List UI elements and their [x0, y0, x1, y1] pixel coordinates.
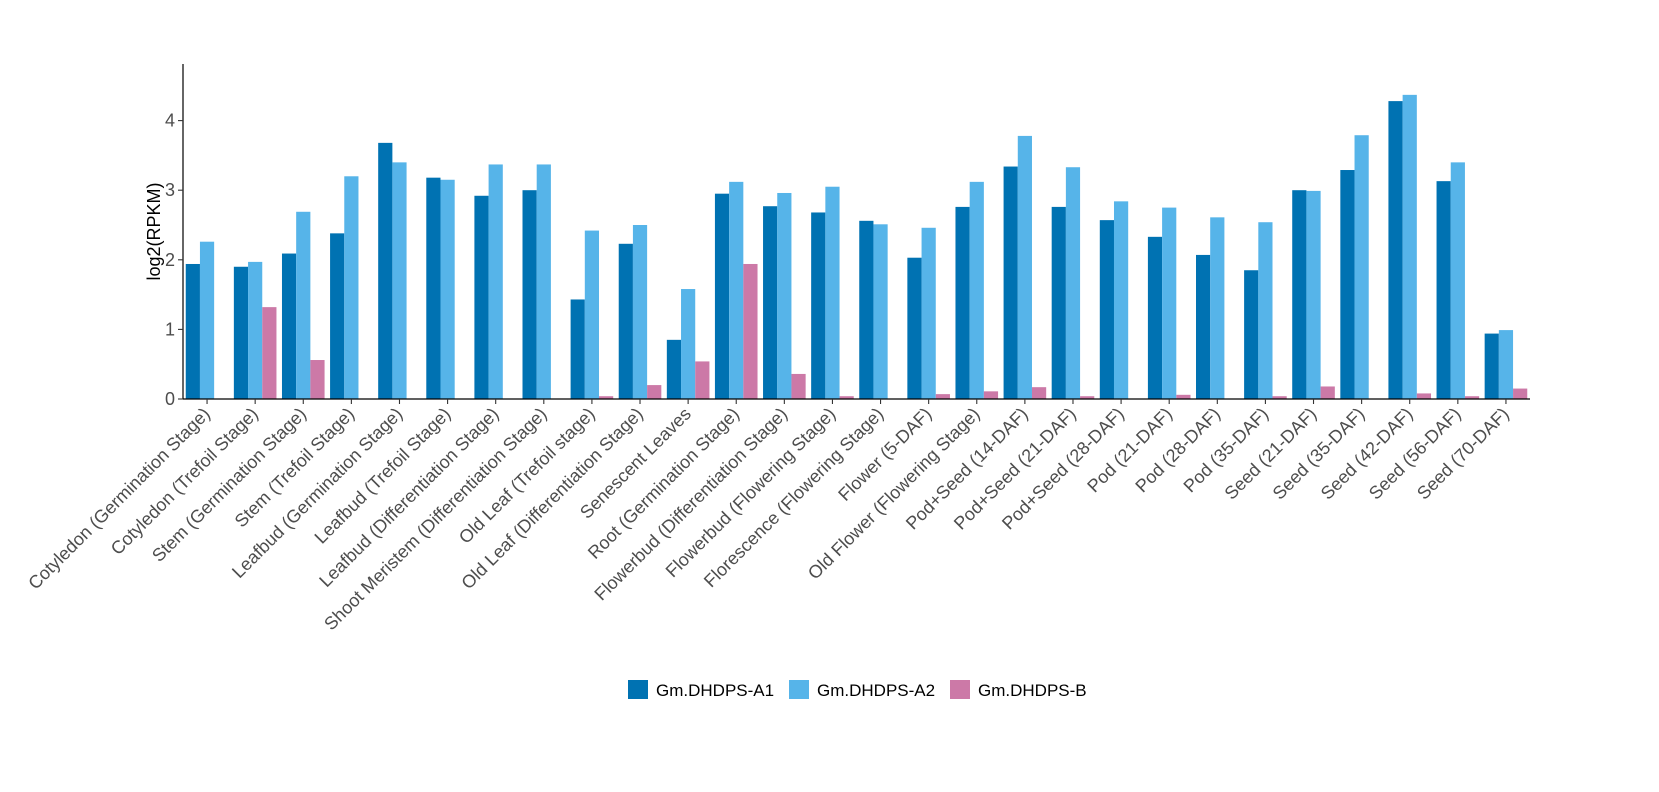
bar-gm-dhdps-a2-21 [1210, 217, 1225, 399]
bar-gm-dhdps-a1-5 [426, 177, 441, 399]
legend-label: Gm.DHDPS-B [978, 681, 1087, 700]
bar-gm-dhdps-a2-20 [1162, 207, 1177, 399]
bar-gm-dhdps-b-16 [983, 391, 999, 399]
x-category-label: Pod (35-DAF) [1180, 404, 1273, 497]
bar-gm-dhdps-a2-2 [296, 211, 311, 399]
bar-gm-dhdps-a2-1 [248, 261, 263, 399]
y-axis-title: log2(RPKM) [144, 182, 164, 280]
bar-gm-dhdps-a2-15 [921, 227, 936, 399]
bar-gm-dhdps-a2-9 [632, 225, 648, 399]
bar-gm-dhdps-a2-0 [199, 241, 215, 399]
bar-gm-dhdps-a2-26 [1450, 162, 1465, 399]
axes-layer [182, 64, 1530, 400]
bar-gm-dhdps-a2-10 [681, 289, 696, 399]
bar-gm-dhdps-a2-24 [1354, 135, 1369, 399]
legend-swatch [950, 680, 970, 699]
x-category-label: Shoot Meristem (Differentiation Stage) [320, 404, 550, 634]
bar-gm-dhdps-b-13 [839, 396, 854, 399]
bar-gm-dhdps-a1-7 [522, 190, 537, 399]
bar-gm-dhdps-a1-14 [859, 220, 874, 399]
x-category-label: Pod (28-DAF) [1131, 404, 1224, 497]
bar-gm-dhdps-b-15 [935, 394, 950, 399]
bar-gm-dhdps-b-20 [1176, 394, 1191, 399]
bar-gm-dhdps-a1-9 [618, 243, 633, 399]
bar-gm-dhdps-a1-19 [1099, 220, 1114, 399]
bar-gm-dhdps-b-18 [1080, 396, 1095, 399]
bar-gm-dhdps-a2-25 [1402, 94, 1417, 399]
bar-gm-dhdps-a1-18 [1051, 206, 1066, 399]
bar-gm-dhdps-a1-15 [907, 257, 922, 399]
legend-swatch [789, 680, 809, 699]
y-tick-label: 4 [165, 111, 175, 131]
bar-gm-dhdps-a1-27 [1484, 333, 1499, 399]
bar-gm-dhdps-a1-11 [714, 193, 730, 399]
bar-gm-dhdps-a1-0 [185, 263, 200, 399]
bar-gm-dhdps-b-26 [1464, 396, 1480, 399]
y-tick-label: 3 [165, 180, 175, 200]
bar-gm-dhdps-a2-6 [488, 164, 503, 399]
bar-gm-dhdps-a1-24 [1340, 170, 1355, 399]
bar-gm-dhdps-b-25 [1416, 393, 1432, 399]
y-tick-label: 0 [165, 389, 175, 409]
x-category-label: Cotyledon (Germination Stage) [24, 404, 214, 594]
bar-gm-dhdps-a2-7 [536, 164, 551, 399]
bar-gm-dhdps-b-27 [1513, 388, 1528, 399]
y-tick-label: 2 [165, 250, 175, 270]
bar-gm-dhdps-a2-13 [825, 186, 840, 399]
bar-gm-dhdps-b-10 [695, 361, 710, 399]
bar-gm-dhdps-b-8 [599, 396, 614, 399]
bar-gm-dhdps-a2-14 [873, 224, 888, 399]
legend-swatch [628, 680, 648, 699]
bar-gm-dhdps-a2-23 [1306, 190, 1321, 399]
bar-gm-dhdps-a1-26 [1436, 181, 1451, 399]
bar-gm-dhdps-a2-17 [1017, 135, 1032, 399]
bars-layer [185, 94, 1528, 400]
bar-gm-dhdps-b-9 [647, 385, 662, 399]
bar-gm-dhdps-a1-23 [1292, 190, 1307, 399]
bar-gm-dhdps-a1-17 [1003, 166, 1018, 399]
bar-gm-dhdps-a2-18 [1065, 167, 1081, 399]
bar-gm-dhdps-a2-22 [1258, 222, 1273, 399]
bar-gm-dhdps-a1-10 [666, 339, 682, 399]
bar-gm-dhdps-a1-1 [233, 266, 249, 399]
bar-gm-dhdps-a2-3 [344, 176, 359, 399]
bar-gm-dhdps-a2-16 [969, 181, 984, 399]
bar-gm-dhdps-a1-2 [281, 253, 297, 399]
bar-gm-dhdps-a1-4 [378, 142, 393, 399]
bar-gm-dhdps-a2-11 [729, 181, 744, 399]
bar-gm-dhdps-b-11 [743, 263, 758, 399]
bar-gm-dhdps-a1-3 [330, 233, 345, 399]
x-tick-labels: Cotyledon (Germination Stage)Cotyledon (… [24, 399, 1513, 634]
bar-gm-dhdps-a1-21 [1196, 254, 1211, 399]
bar-gm-dhdps-b-17 [1031, 387, 1047, 399]
bar-gm-dhdps-a1-12 [763, 206, 778, 399]
legend: Gm.DHDPS-A1 Gm.DHDPS-A2 Gm.DHDPS-B [628, 680, 1087, 700]
bar-gm-dhdps-a2-5 [440, 179, 455, 399]
legend-label: Gm.DHDPS-A1 [656, 681, 774, 700]
y-ticks: 0 1 2 3 4 [165, 111, 183, 409]
bar-gm-dhdps-a1-16 [955, 206, 970, 399]
bar-gm-dhdps-b-1 [262, 307, 277, 399]
bar-gm-dhdps-b-23 [1320, 386, 1335, 399]
bar-gm-dhdps-a2-12 [777, 192, 792, 399]
bar-gm-dhdps-a1-22 [1244, 270, 1259, 399]
x-category-label: Pod (21-DAF) [1083, 404, 1176, 497]
bar-gm-dhdps-a2-8 [584, 230, 600, 399]
bar-gm-dhdps-b-2 [310, 360, 325, 399]
bar-gm-dhdps-a1-25 [1388, 101, 1403, 400]
bar-gm-dhdps-a1-13 [811, 212, 826, 399]
bar-gm-dhdps-a2-27 [1498, 330, 1514, 399]
y-tick-label: 1 [165, 319, 175, 339]
bar-gm-dhdps-b-22 [1272, 396, 1287, 399]
bar-gm-dhdps-a2-19 [1113, 201, 1129, 399]
legend-label: Gm.DHDPS-A2 [817, 681, 935, 700]
bar-gm-dhdps-a2-4 [392, 162, 407, 399]
bar-gm-dhdps-a1-8 [570, 299, 585, 399]
bar-gm-dhdps-b-12 [791, 373, 806, 399]
bar-gm-dhdps-a1-6 [474, 195, 489, 399]
bar-gm-dhdps-a1-20 [1147, 236, 1163, 399]
